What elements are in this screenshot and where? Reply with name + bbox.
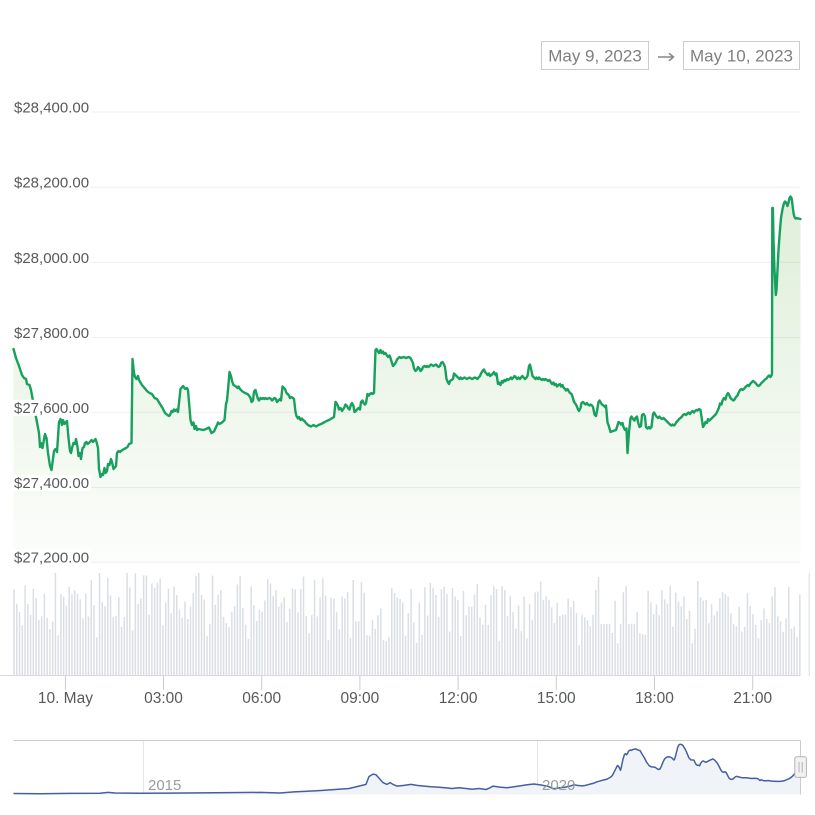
svg-text:06:00: 06:00	[242, 690, 281, 707]
svg-text:10. May: 10. May	[38, 690, 93, 707]
svg-text:May 10, 2023: May 10, 2023	[690, 47, 793, 66]
svg-text:12:00: 12:00	[439, 690, 478, 707]
svg-text:$28,200.00: $28,200.00	[14, 175, 89, 192]
svg-text:$27,200.00: $27,200.00	[14, 550, 89, 567]
svg-text:15:00: 15:00	[537, 690, 576, 707]
svg-text:03:00: 03:00	[144, 690, 183, 707]
svg-text:2015: 2015	[148, 777, 181, 794]
svg-text:May 9, 2023: May 9, 2023	[548, 47, 642, 66]
svg-text:$28,400.00: $28,400.00	[14, 100, 89, 117]
svg-text:$27,400.00: $27,400.00	[14, 475, 89, 492]
svg-text:$28,000.00: $28,000.00	[14, 250, 89, 267]
svg-text:21:00: 21:00	[733, 690, 772, 707]
svg-text:18:00: 18:00	[635, 690, 674, 707]
svg-text:09:00: 09:00	[341, 690, 380, 707]
svg-text:2020: 2020	[542, 777, 575, 794]
svg-text:$27,800.00: $27,800.00	[14, 325, 89, 342]
svg-text:$27,600.00: $27,600.00	[14, 400, 89, 417]
